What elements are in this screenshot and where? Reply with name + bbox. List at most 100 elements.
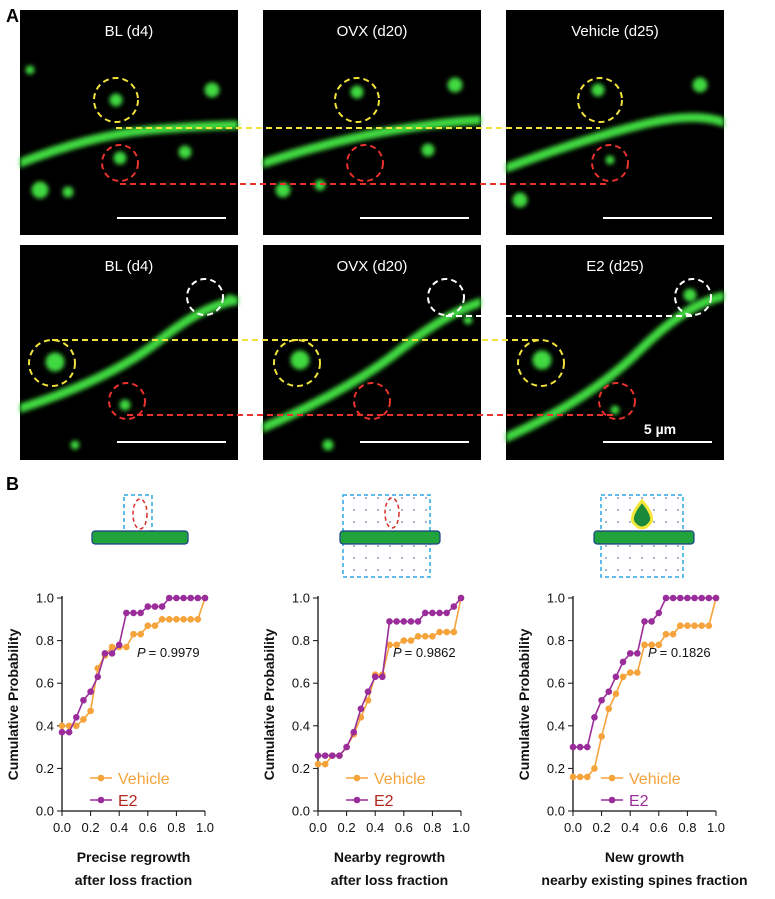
y-axis-label: Cumulative Probability bbox=[516, 628, 532, 780]
data-point bbox=[130, 630, 137, 638]
data-point bbox=[194, 616, 202, 623]
data-point bbox=[684, 622, 691, 629]
data-point bbox=[584, 743, 591, 751]
data-point bbox=[684, 594, 691, 602]
data-point bbox=[314, 760, 322, 768]
legend-label: E2 bbox=[374, 793, 394, 810]
data-point bbox=[151, 603, 159, 610]
data-point bbox=[443, 628, 451, 636]
data-point bbox=[194, 594, 202, 602]
annotation: P = 0.1826 bbox=[648, 645, 711, 660]
data-point bbox=[691, 594, 698, 602]
data-point bbox=[101, 650, 109, 657]
data-point bbox=[137, 609, 144, 617]
annotation-text: = 0.1826 bbox=[660, 645, 711, 660]
data-point bbox=[598, 696, 605, 704]
data-point bbox=[421, 633, 429, 640]
data-point bbox=[676, 594, 684, 602]
data-point bbox=[407, 637, 415, 644]
x-tick-label: 0.0 bbox=[564, 820, 582, 835]
x-tick-label: 0.8 bbox=[678, 820, 696, 835]
data-point bbox=[65, 728, 73, 736]
annotation-text: = 0.9979 bbox=[149, 645, 200, 660]
data-point bbox=[108, 643, 116, 651]
annotation: P = 0.9862 bbox=[393, 645, 456, 660]
x-tick-label: 0.6 bbox=[395, 820, 413, 835]
annotation-p: P bbox=[137, 645, 146, 660]
data-point bbox=[329, 752, 336, 759]
x-axis-label: Nearby regrowth bbox=[334, 849, 445, 865]
data-point bbox=[641, 641, 648, 649]
data-point bbox=[364, 688, 372, 696]
data-point bbox=[698, 622, 705, 629]
data-point bbox=[158, 616, 166, 623]
data-point bbox=[450, 628, 458, 636]
data-point bbox=[619, 673, 627, 681]
x-tick-label: 0.4 bbox=[621, 820, 639, 835]
data-point bbox=[669, 594, 677, 602]
y-tick-label: 0.4 bbox=[292, 718, 310, 733]
y-tick-label: 0.8 bbox=[292, 633, 310, 648]
data-point bbox=[350, 728, 358, 736]
x-tick-label: 0.2 bbox=[82, 820, 100, 835]
data-point bbox=[108, 650, 116, 657]
x-tick-label: 1.0 bbox=[196, 820, 214, 835]
image-title: BL (d4) bbox=[105, 258, 154, 275]
micrographs: BL (d4) OVX (d20) Vehicle (d25) BL (d4) … bbox=[20, 10, 724, 460]
data-point bbox=[321, 752, 329, 759]
data-point bbox=[73, 713, 80, 721]
legend-marker bbox=[97, 796, 105, 804]
y-tick-label: 0.6 bbox=[292, 676, 310, 691]
data-point bbox=[591, 713, 598, 721]
data-point bbox=[605, 705, 613, 713]
data-point bbox=[180, 616, 187, 623]
data-point bbox=[443, 609, 451, 617]
data-point bbox=[343, 743, 350, 751]
data-point bbox=[130, 609, 137, 617]
y-tick-label: 0.6 bbox=[547, 676, 565, 691]
y-tick-label: 0.2 bbox=[292, 761, 310, 776]
x-axis-label: New growth bbox=[605, 849, 684, 865]
x-axis-label: after loss fraction bbox=[331, 872, 448, 888]
data-point bbox=[80, 716, 87, 723]
x-tick-label: 1.0 bbox=[707, 820, 725, 835]
y-tick-label: 0.8 bbox=[547, 633, 565, 648]
annotation-p: P bbox=[648, 645, 657, 660]
data-point bbox=[173, 594, 180, 602]
data-point bbox=[576, 773, 584, 781]
data-point bbox=[436, 609, 443, 617]
data-point bbox=[407, 618, 415, 625]
panel-label: B bbox=[6, 474, 19, 494]
data-point bbox=[400, 637, 408, 644]
panel-label: A bbox=[6, 6, 19, 26]
data-point bbox=[429, 609, 436, 617]
x-tick-label: 1.0 bbox=[452, 820, 470, 835]
annotation: P = 0.9979 bbox=[137, 645, 200, 660]
data-point bbox=[165, 616, 173, 623]
data-point bbox=[634, 650, 641, 657]
data-point bbox=[429, 633, 436, 640]
data-point bbox=[634, 669, 641, 676]
legend-label: Vehicle bbox=[629, 771, 681, 788]
data-point bbox=[400, 618, 408, 625]
scale-label: 5 µm bbox=[644, 421, 676, 437]
data-point bbox=[357, 705, 365, 713]
x-tick-label: 0.4 bbox=[366, 820, 384, 835]
data-point bbox=[201, 594, 209, 602]
data-point bbox=[393, 641, 400, 649]
data-point bbox=[641, 618, 648, 625]
data-point bbox=[457, 594, 465, 602]
data-point bbox=[436, 628, 443, 636]
data-point bbox=[336, 752, 343, 759]
y-tick-label: 0.0 bbox=[292, 804, 310, 819]
data-point bbox=[569, 773, 577, 781]
y-tick-label: 1.0 bbox=[292, 591, 310, 606]
data-point bbox=[584, 773, 591, 781]
data-point bbox=[662, 594, 670, 602]
data-point bbox=[87, 707, 94, 715]
y-tick-label: 0.0 bbox=[547, 804, 565, 819]
data-point bbox=[612, 690, 620, 698]
data-point bbox=[648, 641, 655, 649]
data-point bbox=[158, 603, 166, 610]
data-point bbox=[386, 618, 393, 625]
